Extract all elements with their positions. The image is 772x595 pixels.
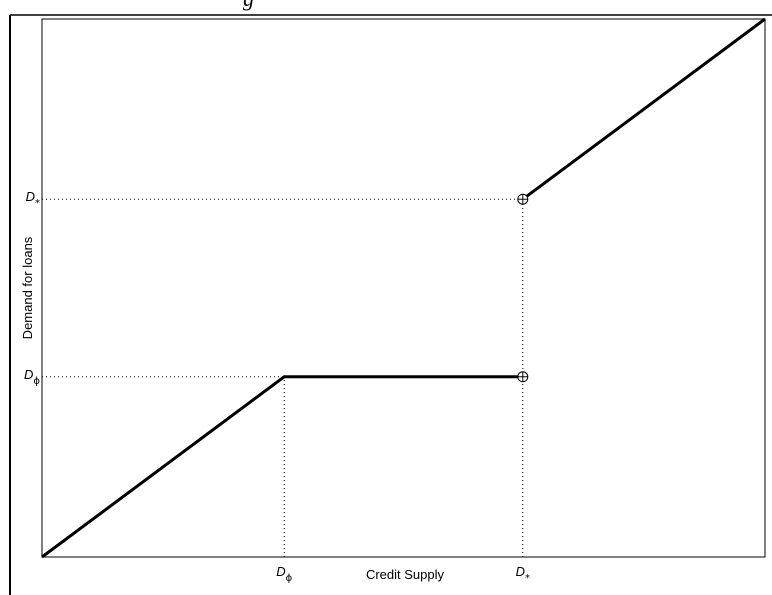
y-tick-label-0: Dϕ — [24, 367, 40, 387]
y-tick-label-1: D* — [26, 189, 40, 209]
guide-lines — [42, 198, 524, 557]
top-fragment-text: g — [243, 0, 254, 11]
series-layer — [41, 17, 766, 559]
open-marker-0 — [517, 371, 529, 383]
y-axis-label: Demand for loans — [20, 236, 35, 339]
open-marker-1 — [517, 193, 529, 205]
series-line-0 — [41, 375, 523, 559]
marker-layer — [517, 193, 529, 383]
x-tick-label-1: D* — [516, 564, 530, 584]
x-tick-labels: Dϕ D* — [276, 564, 530, 584]
y-tick-labels: Dϕ D* — [24, 189, 40, 387]
x-axis-label: Credit Supply — [366, 567, 445, 582]
plot-area — [41, 18, 766, 558]
x-tick-label-0: Dϕ — [276, 564, 292, 584]
series-line-1 — [521, 17, 766, 201]
